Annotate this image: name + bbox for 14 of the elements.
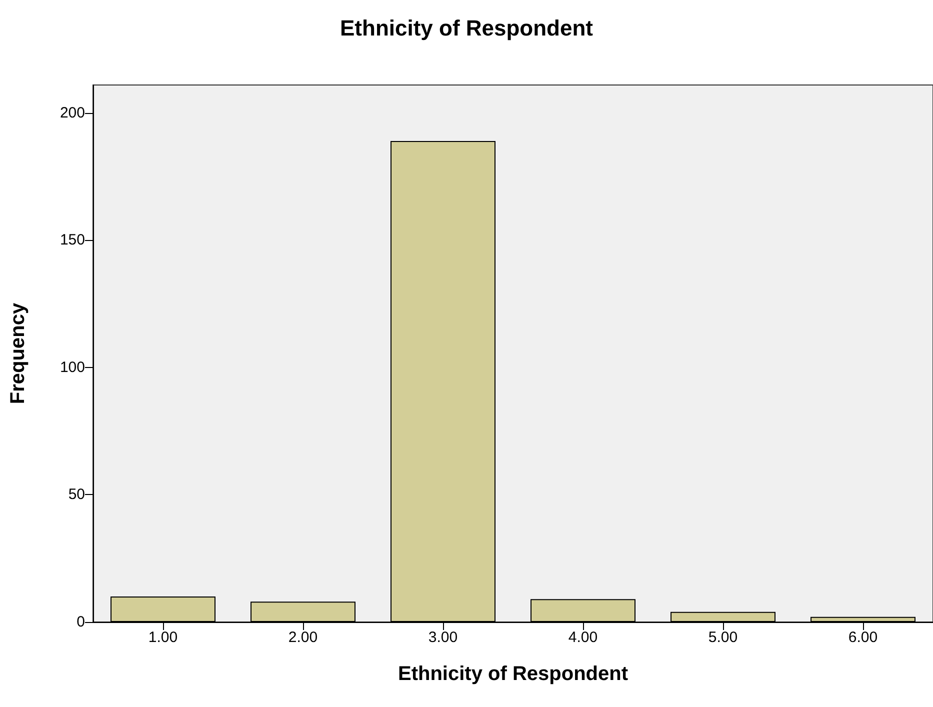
x-tick-label: 1.00 — [148, 629, 178, 646]
y-tick-label: 150 — [60, 232, 85, 249]
y-tick-label: 200 — [60, 104, 85, 122]
y-axis-title: Frequency — [7, 302, 29, 404]
chart-title: Ethnicity of Respondent — [340, 16, 594, 40]
x-tick-label: 3.00 — [428, 629, 458, 646]
x-tick-label: 2.00 — [288, 629, 318, 646]
y-tick-label: 50 — [68, 486, 85, 504]
x-tick-label: 4.00 — [568, 629, 598, 646]
x-tick-label: 6.00 — [848, 629, 878, 646]
x-axis-title: Ethnicity of Respondent — [398, 663, 628, 685]
y-tick-label: 100 — [60, 359, 85, 376]
y-tick-label: 0 — [76, 614, 85, 630]
x-tick-label: 5.00 — [708, 629, 738, 646]
